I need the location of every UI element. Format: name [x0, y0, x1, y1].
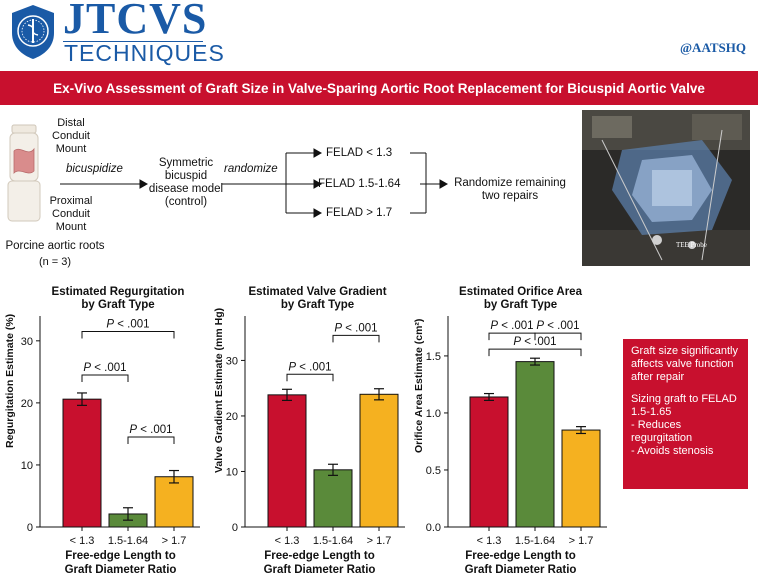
y-tick-label: 0.0 [426, 522, 441, 534]
randomize-step: randomize [224, 163, 278, 175]
x-tick-label: 1.5-1.64 [313, 535, 353, 547]
significance-bracket [81, 374, 129, 382]
group-felad-mid: FELAD 1.5-1.64 [318, 178, 401, 190]
y-tick-label: 1.5 [426, 351, 441, 363]
abstract-title-bar: Ex-Vivo Assessment of Graft Size in Valv… [0, 71, 758, 105]
takeaway-box: Graft size significantly affects valve f… [623, 339, 748, 489]
bar [561, 429, 601, 528]
bicuspidize-step: bicuspidize [66, 163, 123, 175]
control-model-label: Symmetric bicuspid disease model (contro… [148, 157, 224, 208]
significance-bracket [488, 348, 582, 357]
takeaway-bullet2: - Avoids stenosis [631, 445, 714, 457]
abstract-title: Ex-Vivo Assessment of Graft Size in Valv… [53, 80, 705, 96]
chart1-title: Estimated Regurgitation by Graft Type [51, 286, 185, 311]
y-tick-label: 20 [21, 398, 33, 410]
x-tick-label: > 1.7 [367, 535, 392, 547]
aats-seal-logo [12, 5, 54, 59]
x-tick-label: < 1.3 [477, 535, 502, 547]
photo-caption: TEE Probe [676, 241, 707, 249]
bar [515, 361, 555, 528]
journal-brand: JTCVS [63, 0, 208, 43]
aortic-root-specimen-icon [7, 124, 41, 222]
x-tick-label: 1.5-1.64 [108, 535, 148, 547]
brand-divider [63, 41, 203, 42]
y-tick-label: 20 [226, 411, 238, 423]
p-value-label: P < .001 [334, 322, 377, 334]
chart2-xlabel: Free-edge Length to Graft Diameter Ratio [263, 550, 376, 576]
x-tick-label: > 1.7 [162, 535, 187, 547]
outcome-label: Randomize remaining two repairs [454, 177, 566, 202]
p-value-label: P < .001 [513, 336, 556, 348]
chart3-xlabel: Free-edge Length to Graft Diameter Ratio [464, 550, 577, 576]
y-tick-label: 0 [232, 522, 238, 534]
test-rig-photo [582, 110, 750, 266]
bar [469, 396, 509, 528]
p-value-label: P < .001 [106, 319, 149, 331]
y-tick-label: 10 [21, 460, 33, 472]
y-tick-label: 1.0 [426, 408, 441, 420]
y-tick-label: 30 [21, 336, 33, 348]
significance-bracket [286, 373, 334, 382]
study-flow-diagram [7, 124, 449, 222]
bar [313, 469, 353, 528]
y-tick-label: 30 [226, 355, 238, 367]
group-felad-high: FELAD > 1.7 [326, 207, 393, 219]
significance-bracket [332, 334, 380, 343]
bar [62, 398, 102, 528]
chart3-title: Estimated Orifice Area by Graft Type [459, 286, 582, 311]
significance-bracket [127, 436, 175, 445]
y-tick-label: 0 [27, 522, 33, 534]
significance-bracket [81, 331, 175, 339]
x-tick-label: < 1.3 [70, 535, 95, 547]
significance-bracket [534, 332, 582, 341]
group-felad-low: FELAD < 1.3 [326, 147, 393, 159]
p-value-label: P < .001 [536, 320, 579, 332]
y-tick-label: 0.5 [426, 465, 441, 477]
takeaway-line2: Sizing graft to FELAD 1.5-1.65 [631, 393, 737, 418]
specimen-label: Porcine aortic roots [5, 240, 105, 252]
y-tick-label: 10 [226, 466, 238, 478]
p-value-label: P < .001 [83, 362, 126, 374]
x-tick-label: < 1.3 [275, 535, 300, 547]
takeaway-bullet1: - Reduces regurgitation [631, 419, 693, 444]
proximal-mount-label: Proximal Conduit Mount [49, 195, 93, 233]
x-tick-label: 1.5-1.64 [515, 535, 555, 547]
specimen-count: (n = 3) [38, 256, 72, 268]
distal-mount-label: Distal Conduit Mount [52, 117, 90, 155]
takeaway-line1: Graft size significantly affects valve f… [631, 345, 738, 383]
chart2-title: Estimated Valve Gradient by Graft Type [248, 286, 387, 311]
social-handle[interactable]: @AATSHQ [679, 40, 746, 55]
chart1-xlabel: Free-edge Length to Graft Diameter Ratio [64, 550, 177, 576]
bar [359, 393, 399, 528]
journal-brand-sub: TECHNIQUES [64, 40, 225, 66]
p-value-label: P < .001 [129, 424, 172, 436]
p-value-label: P < .001 [288, 361, 331, 373]
x-tick-label: > 1.7 [569, 535, 594, 547]
p-value-label: P < .001 [490, 320, 533, 332]
